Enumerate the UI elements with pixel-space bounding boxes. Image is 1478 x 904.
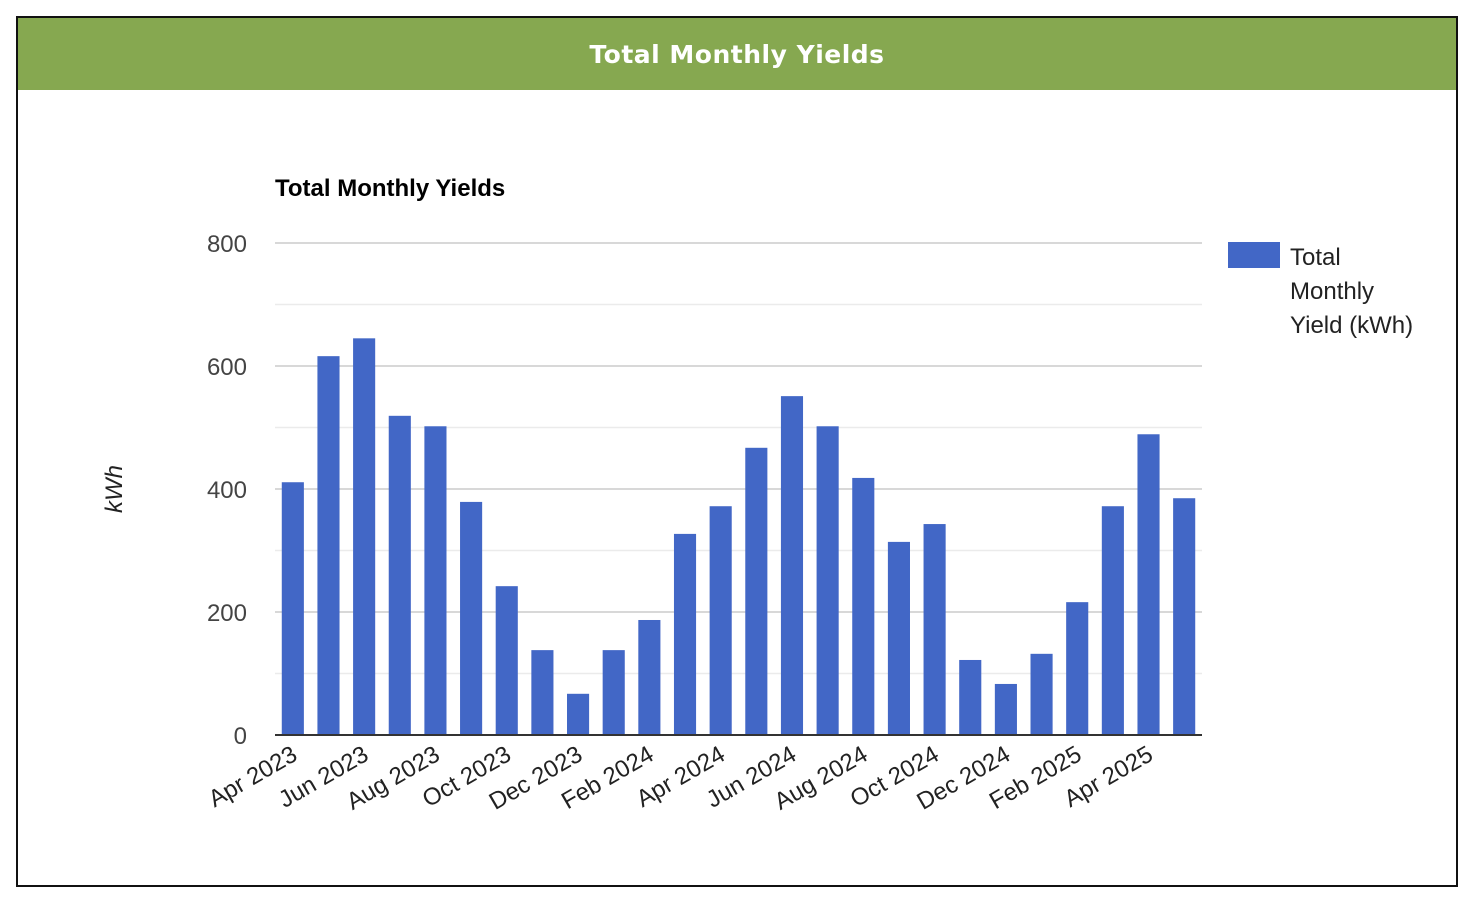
y-tick-label: 600: [207, 354, 247, 381]
bar-oct-2023: [495, 586, 518, 735]
chart-panel: Total Monthly Yields: [16, 16, 1458, 887]
bar-may-2024: [745, 447, 768, 735]
bar-jul-2024: [816, 426, 839, 735]
bar-jul-2023: [388, 415, 411, 735]
bar-dec-2023: [567, 693, 590, 735]
bar-mar-2025: [1101, 506, 1124, 735]
bar-mar-2024: [673, 533, 697, 735]
bar-jun-2023: [353, 338, 376, 735]
legend-label: Yield (kWh): [1290, 312, 1413, 339]
bar-aug-2023: [424, 426, 447, 735]
y-tick-label: 400: [207, 477, 247, 504]
bar-sep-2024: [887, 541, 910, 735]
bar-aug-2024: [852, 477, 875, 735]
bar-apr-2023: [281, 482, 304, 735]
bar-sep-2023: [460, 501, 483, 735]
panel-header: Total Monthly Yields: [18, 18, 1456, 90]
bar-may-2025: [1173, 498, 1196, 735]
y-axis-label: kWh: [101, 465, 128, 513]
chart-title: Total Monthly Yields: [275, 175, 505, 202]
y-axis-ticks: 0 200 400 600 800: [207, 231, 247, 750]
bar-may-2023: [317, 356, 340, 735]
legend: Total Monthly Yield (kWh): [1228, 242, 1413, 339]
legend-swatch: [1228, 242, 1280, 268]
bar-apr-2024: [709, 506, 732, 735]
bar-dec-2024: [994, 683, 1017, 735]
gridlines: [275, 242, 1202, 675]
legend-label: Total: [1290, 244, 1341, 271]
bar-jan-2024: [602, 650, 625, 735]
bar-nov-2024: [959, 659, 982, 735]
bar-oct-2024: [923, 524, 946, 735]
y-tick-label: 800: [207, 231, 247, 258]
bar-series: [281, 338, 1196, 735]
bar-nov-2023: [531, 650, 554, 735]
panel-title: Total Monthly Yields: [589, 39, 885, 69]
bar-jan-2025: [1030, 653, 1053, 735]
legend-label: Monthly: [1290, 278, 1374, 305]
bar-jun-2024: [780, 396, 804, 735]
y-tick-label: 200: [207, 600, 247, 627]
bar-apr-2025: [1137, 434, 1160, 735]
bar-feb-2024: [638, 619, 661, 735]
y-tick-label: 0: [234, 723, 247, 750]
bar-feb-2025: [1066, 602, 1089, 735]
